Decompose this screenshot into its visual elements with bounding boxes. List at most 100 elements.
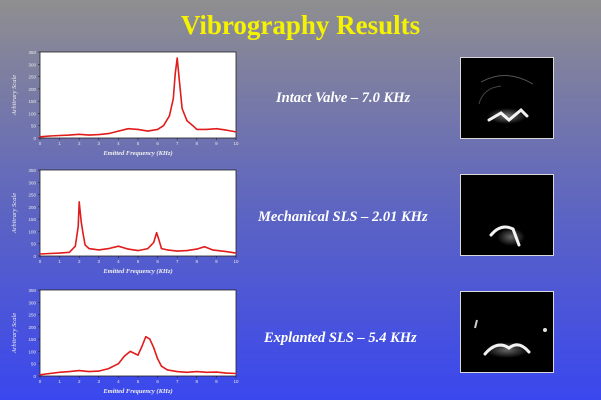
data-point [68,370,71,373]
data-point [156,128,159,131]
y-tick-label: 50 [31,362,37,367]
data-point [147,130,149,132]
vibrography-image-mechanical-sls [460,174,554,256]
data-point [78,201,80,203]
data-point [147,247,149,250]
data-point [79,211,81,213]
data-point [127,127,129,130]
y-tick-label: 0 [33,136,36,141]
data-point [215,127,218,130]
data-point [107,247,110,250]
data-point [74,245,76,247]
data-point [88,134,90,136]
data-point [156,358,159,360]
data-point [39,253,41,255]
x-tick-label: 0 [39,379,42,384]
y-tick-label: 300 [28,62,36,67]
data-point [162,125,165,127]
data-point [78,369,80,372]
data-point [186,120,188,122]
x-axis-label: Emitted Frequency (KHz) [102,388,172,395]
data-point [168,115,171,117]
y-tick-label: 350 [28,50,36,55]
y-tick-label: 100 [28,349,36,354]
x-tick-label: 9 [215,259,218,264]
y-tick-label: 150 [28,337,36,342]
data-point [39,374,41,376]
data-point [137,128,139,131]
data-point [235,131,237,133]
y-axis-label: Arbitrary Scale [11,193,18,234]
data-point [77,225,79,228]
result-label-explanted-sls: Explanted SLS – 5.4 KHz [264,330,417,346]
y-tick-label: 150 [28,217,36,222]
y-tick-label: 200 [28,87,36,92]
data-point [117,130,120,132]
x-tick-label: 6 [156,141,159,146]
x-tick-label: 3 [98,259,101,264]
data-point [166,369,169,371]
data-point [174,73,176,75]
data-point [186,249,188,252]
y-tick-label: 200 [28,325,36,330]
data-point [58,134,61,137]
x-tick-label: 6 [156,259,159,264]
y-tick-label: 50 [31,242,37,247]
data-point [155,231,158,234]
y-tick-label: 250 [28,193,36,198]
y-tick-label: 300 [28,300,36,305]
x-tick-label: 4 [117,141,120,146]
data-point [176,57,178,59]
x-tick-label: 0 [39,141,42,146]
y-tick-label: 150 [28,99,36,104]
x-tick-label: 7 [176,259,179,264]
data-point [176,370,178,373]
y-tick-label: 100 [28,229,36,234]
y-tick-label: 350 [28,168,36,173]
data-point [225,372,227,374]
x-tick-label: 8 [196,379,199,384]
y-tick-label: 250 [28,75,36,80]
data-point [78,133,80,136]
data-point [205,128,208,131]
y-tick-label: 50 [31,124,37,129]
plot-area [39,51,237,139]
data-point [98,370,100,372]
data-point [117,363,120,365]
data-point [123,355,125,358]
result-label-intact-valve: Intact Valve – 7.0 KHz [276,90,411,106]
data-point [129,350,131,353]
data-point [98,133,100,136]
page-title: Vibrography Results [180,10,421,40]
data-point [127,248,129,250]
spectrum-chart-intact-valve: 0 50 100 150 200 250 300 350 0 1 2 3 4 5 6 7 8 9 10 Emitted… [8,46,244,158]
data-point [205,371,208,374]
data-point [203,245,206,248]
x-tick-label: 5 [137,379,140,384]
y-tick-label: 0 [33,254,36,259]
data-point [68,251,71,254]
data-point [107,132,110,135]
y-tick-label: 300 [28,180,36,185]
data-point [196,128,198,131]
series-line [39,201,237,255]
data-point [166,249,169,251]
x-tick-label: 7 [176,379,179,384]
data-point [84,244,86,246]
result-label-mechanical-sls: Mechanical SLS – 2.01 KHz [258,209,428,225]
y-tick-label: 0 [33,374,36,379]
data-point [196,370,198,373]
data-point [117,245,120,247]
data-point [145,335,147,338]
data-point [80,220,82,223]
plot-area [39,169,237,257]
data-point [235,372,237,375]
y-tick-label: 350 [28,288,36,293]
data-point [137,249,139,252]
x-tick-label: 9 [215,141,218,146]
x-tick-label: 10 [233,379,239,384]
data-point [172,97,174,100]
data-point [152,241,155,244]
data-point [49,252,51,255]
data-point [176,250,178,252]
